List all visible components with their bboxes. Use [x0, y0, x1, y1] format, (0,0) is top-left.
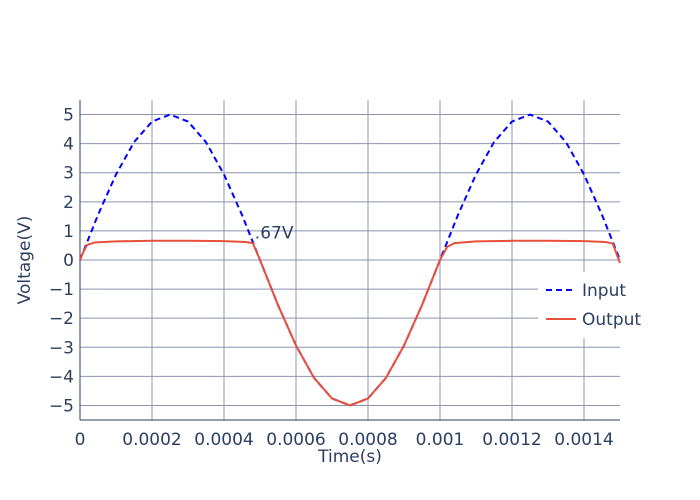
x-tick-label: 0 — [75, 430, 86, 450]
y-tick-label: 0 — [63, 251, 74, 271]
legend-label-input: Input — [582, 281, 626, 301]
x-tick-label: 0.0006 — [266, 430, 325, 450]
y-tick-label: 5 — [63, 106, 74, 126]
series-layer — [79, 113, 621, 407]
legend: Input Output — [538, 272, 648, 338]
y-tick-label: −5 — [49, 396, 74, 416]
annotation-label: .67V — [255, 224, 294, 244]
y-tick-label: 1 — [63, 222, 74, 242]
tick-labels: 0 0.0002 0.0004 0.0006 0.0008 0.001 0.0012 0.00… — [49, 106, 614, 450]
y-tick-label: 2 — [63, 193, 74, 213]
x-tick-label: 0.0004 — [194, 430, 253, 450]
x-tick-label: 0.0012 — [482, 430, 541, 450]
y-tick-label: 3 — [63, 164, 74, 184]
y-tick-label: 4 — [63, 135, 74, 155]
legend-label-output: Output — [582, 310, 641, 330]
y-axis-title: Voltage(V) — [15, 216, 35, 305]
y-tick-label: −1 — [49, 280, 74, 300]
x-tick-label: 0.0008 — [338, 430, 397, 450]
legend-background — [538, 272, 648, 338]
x-tick-label: 0.001 — [416, 430, 465, 450]
grid — [80, 100, 620, 420]
x-axis-title: Time(s) — [317, 447, 382, 467]
series-line-output — [79, 239, 621, 407]
series-line-input — [79, 113, 621, 407]
y-tick-label: −2 — [49, 309, 74, 329]
y-tick-label: −4 — [49, 367, 74, 387]
y-tick-label: −3 — [49, 338, 74, 358]
x-tick-label: 0.0014 — [554, 430, 613, 450]
x-tick-label: 0.0002 — [122, 430, 181, 450]
